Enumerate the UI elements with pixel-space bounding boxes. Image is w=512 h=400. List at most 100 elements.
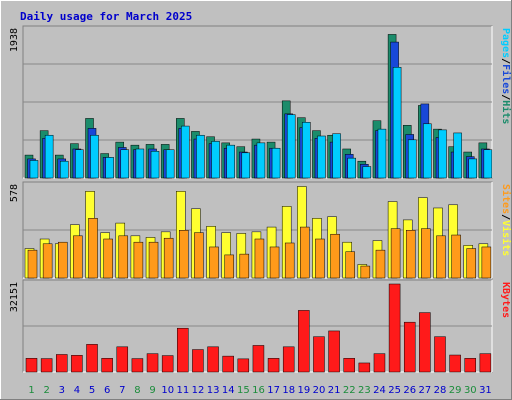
- x-tick-label: 2: [44, 385, 50, 396]
- bar-kbytes-18: [282, 346, 295, 373]
- x-tick-label: 8: [134, 385, 140, 396]
- bar-sites-23: [360, 265, 371, 279]
- x-tick-label: 12: [192, 385, 205, 396]
- bar-kbytes-9: [146, 353, 159, 373]
- legend-part: Sites: [500, 184, 512, 214]
- bar-pages-2: [44, 134, 54, 179]
- bar-kbytes-31: [479, 353, 492, 373]
- bar-sites-27: [421, 228, 431, 279]
- x-tick-label: 7: [119, 385, 125, 396]
- bar-kbytes-14: [222, 355, 234, 373]
- bar-kbytes-13: [207, 346, 219, 373]
- bar-pages-6: [105, 157, 114, 179]
- bar-kbytes-5: [86, 344, 98, 373]
- panel-1: 1938 Pages/Files/Hits: [9, 25, 512, 179]
- x-tick-label: 13: [207, 385, 220, 396]
- bar-pages-16: [256, 142, 266, 179]
- x-tick-label: 11: [176, 385, 189, 396]
- bar-kbytes-26: [403, 321, 416, 373]
- bar-sites-19: [300, 226, 310, 279]
- bar-pages-11: [181, 125, 190, 179]
- x-tick-label: 30: [464, 385, 477, 396]
- bar-kbytes-27: [419, 312, 431, 373]
- bar-sites-16: [254, 238, 265, 279]
- chart-title: Daily usage for March 2025: [20, 10, 192, 23]
- bar-sites-1: [27, 249, 38, 279]
- bar-sites-30: [466, 248, 476, 279]
- bar-sites-8: [133, 241, 144, 279]
- bar-sites-10: [163, 237, 174, 279]
- bar-kbytes-7: [116, 346, 129, 373]
- bar-pages-3: [60, 160, 69, 179]
- bar-kbytes-11: [177, 327, 189, 373]
- x-tick-label: 1: [28, 385, 34, 396]
- bar-sites-17: [269, 246, 280, 279]
- x-tick-label: 21: [328, 385, 341, 396]
- bar-pages-4: [75, 149, 84, 179]
- x-tick-label: 23: [358, 385, 371, 396]
- x-tick-label: 5: [89, 385, 95, 396]
- x-tick-label: 24: [373, 385, 386, 396]
- bar-pages-10: [165, 149, 175, 179]
- panel-3: 32151 KBytes: [9, 279, 511, 373]
- bar-pages-26: [407, 139, 417, 179]
- x-tick-label: 6: [104, 385, 110, 396]
- bar-sites-26: [405, 229, 416, 279]
- bar-kbytes-12: [192, 349, 204, 373]
- bar-kbytes-24: [373, 353, 386, 373]
- bar-kbytes-28: [434, 336, 446, 373]
- x-tick-label: 31: [479, 385, 492, 396]
- legend-part: /: [500, 94, 511, 100]
- legend-part: /: [500, 58, 511, 64]
- bar-sites-15: [239, 253, 250, 279]
- bar-kbytes-17: [267, 358, 280, 373]
- bar-pages-25: [392, 67, 402, 179]
- bar-sites-2: [42, 243, 53, 279]
- bar-sites-22: [345, 251, 355, 279]
- bar-sites-28: [436, 235, 446, 279]
- x-axis-ticks: 1 2 3 4 5 6 7 8 9 10 11 12 13 14 15 16 17 18 19 20 21 22 23 24 2…: [28, 385, 491, 396]
- bar-sites-25: [390, 228, 401, 279]
- bar-kbytes-23: [358, 362, 371, 373]
- x-tick-label: 10: [161, 385, 174, 396]
- x-tick-label: 25: [388, 385, 401, 396]
- bar-pages-7: [120, 149, 130, 179]
- bar-sites-4: [73, 235, 83, 279]
- x-tick-label: 29: [449, 385, 462, 396]
- bar-sites-7: [118, 235, 129, 279]
- bar-pages-12: [196, 134, 205, 179]
- bar-sites-18: [284, 242, 295, 279]
- bar-pages-27: [423, 123, 432, 179]
- y-max-label: 32151: [9, 282, 20, 312]
- side-legend-3: KBytes: [500, 282, 511, 318]
- bar-pages-1: [29, 160, 39, 179]
- bar-pages-9: [150, 151, 160, 179]
- bar-sites-29: [451, 234, 461, 279]
- bar-pages-29: [453, 132, 462, 179]
- bar-pages-8: [135, 148, 145, 179]
- bar-pages-28: [438, 129, 447, 179]
- x-tick-label: 18: [282, 385, 295, 396]
- bar-pages-23: [362, 166, 372, 179]
- bar-sites-14: [224, 254, 234, 279]
- bar-sites-13: [209, 246, 219, 279]
- legend-part: /: [500, 214, 511, 220]
- bar-pages-5: [90, 134, 99, 179]
- bar-pages-24: [377, 128, 387, 179]
- bar-kbytes-1: [25, 358, 38, 373]
- x-tick-label: 17: [267, 385, 280, 396]
- bar-sites-31: [481, 246, 492, 279]
- bar-sites-3: [58, 241, 68, 279]
- bar-sites-11: [179, 229, 189, 279]
- bar-pages-22: [347, 157, 356, 179]
- x-tick-label: 20: [313, 385, 326, 396]
- x-tick-label: 28: [434, 385, 447, 396]
- legend-part: Hits: [500, 100, 512, 124]
- bar-pages-18: [286, 114, 296, 179]
- bar-pages-17: [271, 147, 281, 179]
- x-tick-label: 27: [419, 385, 432, 396]
- bar-kbytes-20: [313, 336, 325, 373]
- bar-kbytes-22: [343, 358, 355, 373]
